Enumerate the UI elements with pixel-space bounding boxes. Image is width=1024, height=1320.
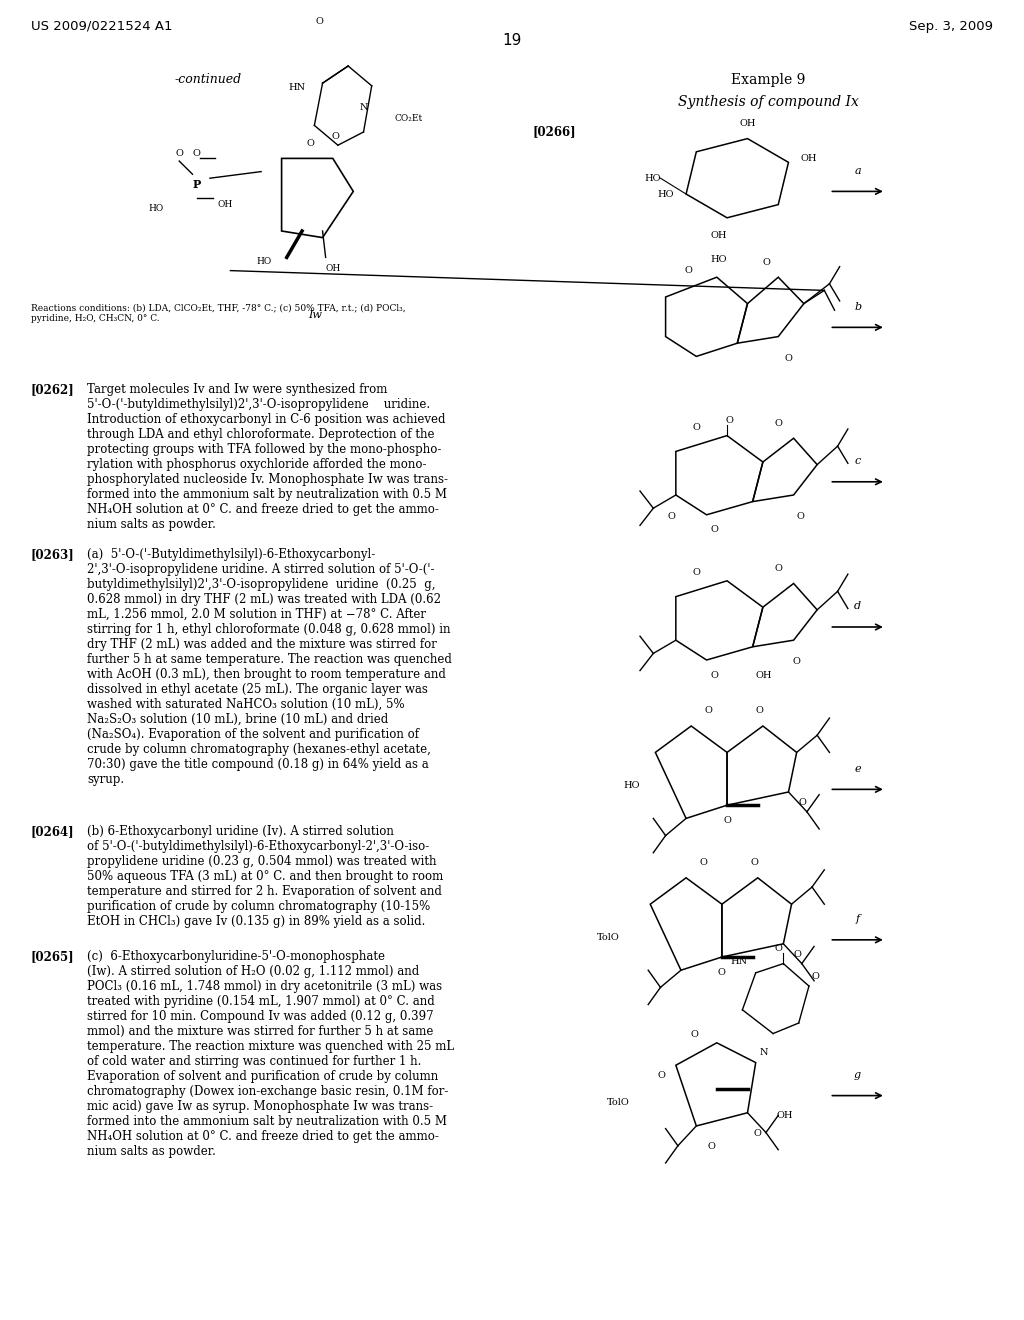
Text: O: O xyxy=(751,858,759,867)
Text: O: O xyxy=(692,568,700,577)
Text: O: O xyxy=(794,950,802,958)
Text: OH: OH xyxy=(711,231,727,240)
Text: Iw: Iw xyxy=(308,310,323,321)
Text: OH: OH xyxy=(217,201,232,209)
Text: O: O xyxy=(762,257,770,267)
Text: OH: OH xyxy=(756,671,772,680)
Text: (b) 6-Ethoxycarbonyl uridine (Iv). A stirred solution
of 5'-O-('-butyldimethylsi: (b) 6-Ethoxycarbonyl uridine (Iv). A sti… xyxy=(87,825,443,928)
Text: US 2009/0221524 A1: US 2009/0221524 A1 xyxy=(31,20,172,33)
Text: O: O xyxy=(797,512,805,521)
Text: HO: HO xyxy=(644,174,660,182)
Text: O: O xyxy=(692,422,700,432)
Text: Target molecules Iv and Iw were synthesized from
5'-O-('-butyldimethylsilyl)2',3: Target molecules Iv and Iw were synthesi… xyxy=(87,383,449,531)
Text: -continued: -continued xyxy=(174,73,242,86)
Text: O: O xyxy=(699,858,708,867)
Text: O: O xyxy=(711,671,719,680)
Text: O: O xyxy=(799,799,807,807)
Text: TolO: TolO xyxy=(607,1098,630,1106)
Text: N: N xyxy=(359,103,368,112)
Text: O: O xyxy=(690,1030,698,1039)
Text: O: O xyxy=(718,968,726,977)
Text: O: O xyxy=(711,525,719,535)
Text: HN: HN xyxy=(730,957,748,966)
Text: O: O xyxy=(774,418,782,428)
Text: [0265]: [0265] xyxy=(31,950,75,964)
Text: (c)  6-Ethoxycarbonyluridine-5'-O-monophosphate
(Iw). A stirred solution of H₂O : (c) 6-Ethoxycarbonyluridine-5'-O-monopho… xyxy=(87,950,455,1159)
Text: HO: HO xyxy=(711,255,727,264)
Text: O: O xyxy=(725,416,733,425)
Text: HO: HO xyxy=(256,257,271,267)
Text: OH: OH xyxy=(801,154,817,162)
Text: [0263]: [0263] xyxy=(31,548,75,561)
Text: O: O xyxy=(315,17,324,26)
Text: Example 9: Example 9 xyxy=(731,73,805,87)
Text: [0262]: [0262] xyxy=(31,383,75,396)
Text: Synthesis of compound Ix: Synthesis of compound Ix xyxy=(678,95,858,110)
Text: (a)  5'-O-('-Butyldimethylsilyl)-6-Ethoxycarbonyl-
2',3'-O-isopropylidene uridin: (a) 5'-O-('-Butyldimethylsilyl)-6-Ethoxy… xyxy=(87,548,452,785)
Text: O: O xyxy=(668,512,676,521)
Text: HO: HO xyxy=(148,205,164,213)
Text: O: O xyxy=(793,657,801,667)
Text: O: O xyxy=(708,1142,716,1151)
Text: O: O xyxy=(774,944,782,953)
Text: HO: HO xyxy=(624,781,640,789)
Text: HO: HO xyxy=(657,190,674,198)
Text: O: O xyxy=(754,1129,762,1138)
Text: f: f xyxy=(855,913,860,924)
Text: O: O xyxy=(175,149,183,158)
Text: a: a xyxy=(854,165,861,176)
Text: OH: OH xyxy=(776,1111,793,1119)
Text: HN: HN xyxy=(289,83,305,92)
Text: P: P xyxy=(193,180,201,190)
Text: O: O xyxy=(684,265,692,275)
Text: OH: OH xyxy=(739,119,756,128)
Text: Reactions conditions: (b) LDA, ClCO₂Et, THF, -78° C.; (c) 50% TFA, r.t.; (d) POC: Reactions conditions: (b) LDA, ClCO₂Et, … xyxy=(31,304,406,323)
Text: d: d xyxy=(854,601,861,611)
Text: OH: OH xyxy=(326,264,341,273)
Text: O: O xyxy=(756,706,764,715)
Text: [0266]: [0266] xyxy=(532,125,577,139)
Text: 19: 19 xyxy=(503,33,521,48)
Text: e: e xyxy=(854,763,861,774)
Text: c: c xyxy=(854,455,861,466)
Text: g: g xyxy=(854,1069,861,1080)
Text: TolO: TolO xyxy=(597,933,620,941)
Text: [0264]: [0264] xyxy=(31,825,75,838)
Text: O: O xyxy=(723,816,731,825)
Text: CO₂Et: CO₂Et xyxy=(394,115,423,123)
Text: O: O xyxy=(705,706,713,715)
Text: O: O xyxy=(784,354,793,363)
Text: O: O xyxy=(774,564,782,573)
Text: b: b xyxy=(854,301,861,312)
Text: O: O xyxy=(306,139,314,148)
Text: N: N xyxy=(760,1048,768,1056)
Text: Sep. 3, 2009: Sep. 3, 2009 xyxy=(909,20,993,33)
Text: O: O xyxy=(657,1072,666,1080)
Text: O: O xyxy=(811,973,819,981)
Text: O: O xyxy=(193,149,201,158)
Text: O: O xyxy=(332,132,340,141)
